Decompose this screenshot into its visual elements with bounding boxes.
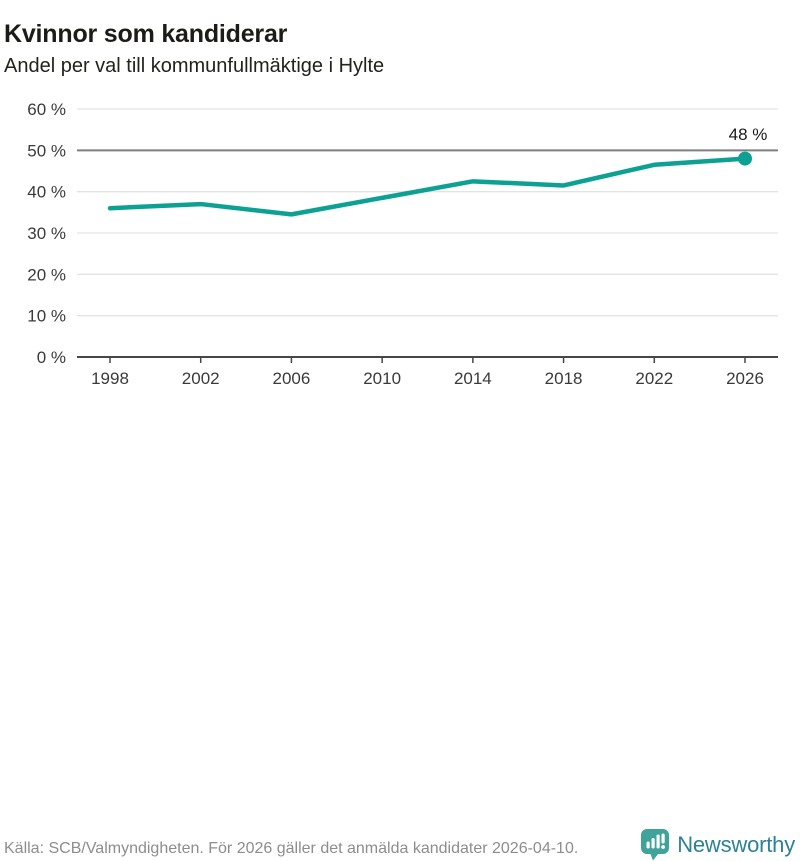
line-chart: 0 % 10 % 20 % 30 % 40 % 50 % 60 % 1998 2002 2006 2… xyxy=(27,100,778,388)
y-tick-label: 20 % xyxy=(27,265,66,284)
page-subtitle: Andel per val till kommunfullmäktige i H… xyxy=(4,55,385,77)
page: { "header": { "title": "Kvinnor som kand… xyxy=(0,19,800,861)
bar-medium xyxy=(651,838,655,849)
x-tick-label: 2002 xyxy=(182,369,220,388)
page-title: Kvinnor som kandiderar xyxy=(4,19,288,48)
bar-small xyxy=(646,841,650,849)
exclamation-bar xyxy=(661,833,665,844)
x-tick-label: 2014 xyxy=(454,369,492,388)
y-tick-label: 30 % xyxy=(27,224,66,243)
x-tick-label: 2022 xyxy=(635,369,673,388)
x-tick-label: 1998 xyxy=(91,369,129,388)
y-tick-label: 10 % xyxy=(27,307,66,326)
newsworthy-logo-icon xyxy=(641,829,670,861)
footer: Källa: SCB/Valmyndigheten. För 2026 gäll… xyxy=(0,414,800,861)
bar-tall xyxy=(656,834,660,849)
end-value-label: 48 % xyxy=(729,125,768,144)
newsworthy-logo[interactable]: Newsworthy xyxy=(640,828,795,861)
x-tick-label: 2018 xyxy=(545,369,583,388)
speech-bubble-shape xyxy=(641,829,670,861)
exclamation-dot xyxy=(661,845,666,849)
y-tick-label: 50 % xyxy=(27,141,66,160)
newsworthy-wordmark: Newsworthy xyxy=(677,831,795,857)
source-note: Källa: SCB/Valmyndigheten. För 2026 gäll… xyxy=(4,840,579,857)
y-tick-label: 40 % xyxy=(27,183,66,202)
x-tick-label: 2010 xyxy=(363,369,401,388)
end-point-marker xyxy=(738,151,752,166)
y-tick-label: 60 % xyxy=(27,100,66,119)
x-tick-label: 2026 xyxy=(726,369,764,388)
data-line xyxy=(107,156,748,217)
x-tick-label: 2006 xyxy=(273,369,311,388)
y-tick-label: 0 % xyxy=(37,348,66,367)
